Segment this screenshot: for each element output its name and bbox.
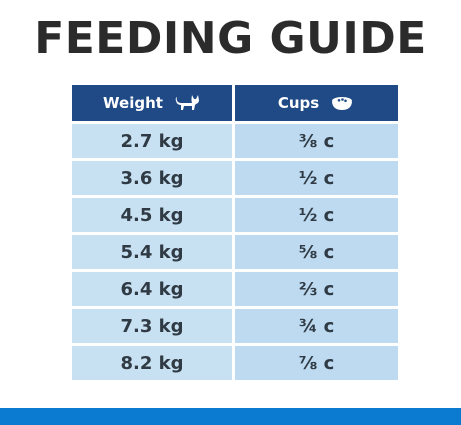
cups-cell-2: ½ c: [235, 161, 398, 195]
cups-cell-1: ⅜ c: [235, 124, 398, 158]
cups-cell-7: ⅞ c: [235, 346, 398, 380]
weight-cell-1: 2.7 kg: [72, 124, 232, 158]
bottom-accent-band: [0, 408, 461, 425]
food-bowl-icon: [329, 94, 355, 112]
cups-cell-5: ⅔ c: [235, 272, 398, 306]
cups-header-label: Cups: [277, 94, 320, 112]
feeding-guide-title: FEEDING GUIDE: [34, 13, 427, 64]
feeding-guide-table: Weight Cups 2.7 kg ⅜ c 3.6 kg ½ c 4.5 kg…: [72, 85, 398, 382]
cups-cell-4: ⅝ c: [235, 235, 398, 269]
weight-cell-7: 8.2 kg: [72, 346, 232, 380]
weight-cell-3: 4.5 kg: [72, 198, 232, 232]
cups-column-header: Cups: [235, 85, 398, 121]
weight-column-header: Weight: [72, 85, 232, 121]
cups-cell-3: ½ c: [235, 198, 398, 232]
weight-header-label: Weight: [103, 94, 163, 112]
cups-cell-6: ¾ c: [235, 309, 398, 343]
weight-cell-6: 7.3 kg: [72, 309, 232, 343]
weight-cell-4: 5.4 kg: [72, 235, 232, 269]
cat-icon: [173, 93, 201, 113]
weight-cell-5: 6.4 kg: [72, 272, 232, 306]
weight-cell-2: 3.6 kg: [72, 161, 232, 195]
